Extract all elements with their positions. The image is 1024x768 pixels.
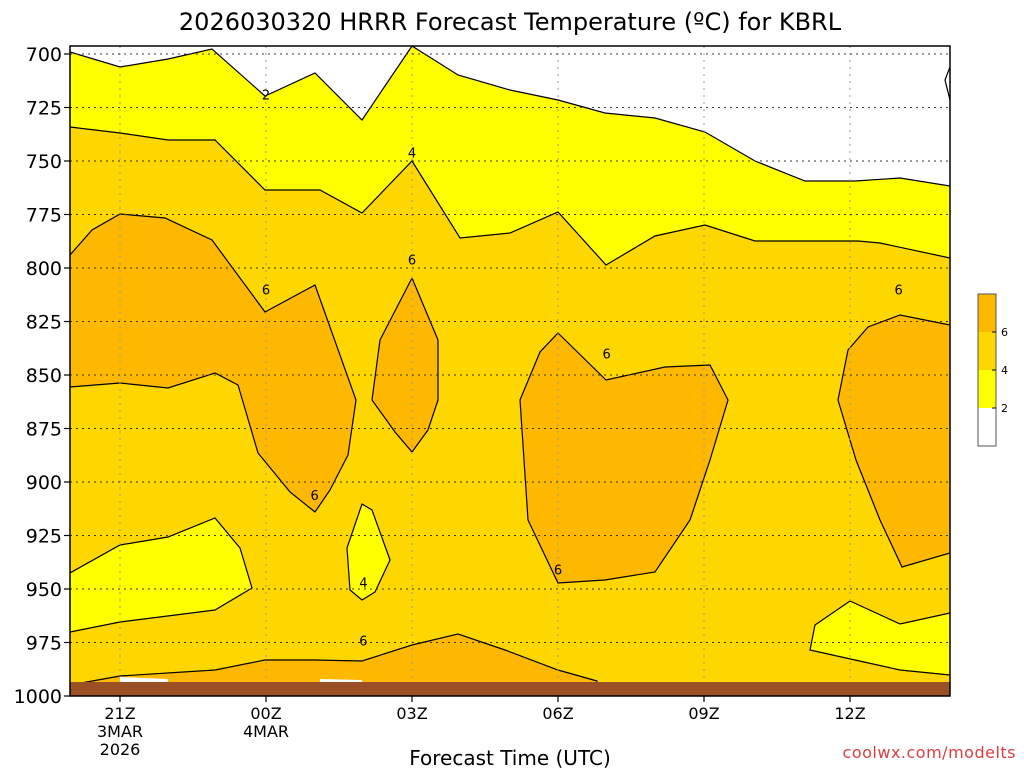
y-tick-label: 800	[26, 258, 62, 280]
cool-region-yellow-2	[70, 518, 252, 632]
y-tick-label: 950	[26, 579, 62, 601]
y-tick-label: 875	[26, 419, 62, 441]
warm-region-orange-5	[70, 634, 597, 696]
y-tick-label: 900	[26, 472, 62, 494]
legend-swatch	[978, 332, 996, 370]
y-tick-label: 750	[26, 151, 62, 173]
warm-region-orange-2	[372, 278, 438, 452]
y-tick-label: 700	[26, 44, 62, 66]
x-tick-label: 09Z	[688, 704, 719, 723]
x-tick-label: 06Z	[542, 704, 573, 723]
plot-frame	[69, 45, 951, 697]
x-tick-label: 12Z	[834, 704, 865, 723]
contour-label: 4	[408, 146, 416, 161]
contour-label: 6	[895, 283, 903, 298]
contour-line-6-left	[70, 213, 357, 513]
ground-surface	[70, 682, 950, 696]
x-tick-label: 21Z	[104, 704, 135, 723]
horizontal-gridlines	[70, 53, 950, 696]
x-tick-year-label: 2026	[100, 740, 141, 759]
contour-label: 6	[311, 489, 319, 504]
legend-swatch	[978, 370, 996, 408]
credit-link[interactable]: coolwx.com/modelts	[843, 743, 1016, 762]
color-legend: 2 4 6	[977, 293, 1008, 447]
contour-line-2	[70, 46, 950, 187]
contour-label: 6	[408, 253, 416, 268]
ground-snow-edge	[120, 677, 362, 682]
plot-area	[70, 46, 950, 696]
contour-label: 6	[359, 634, 367, 649]
x-axis-label: Forecast Time (UTC)	[409, 746, 611, 768]
warm-region-orange-4	[838, 315, 950, 567]
legend-label: 6	[1001, 326, 1008, 339]
y-tick-label: 1000	[14, 686, 62, 708]
x-tick-date-label: 3MAR	[97, 722, 143, 741]
contour-label: 6	[554, 564, 562, 579]
contour-line-6-bottom	[70, 633, 598, 687]
legend-label: 2	[1001, 402, 1008, 415]
contour-label: 6	[603, 348, 611, 363]
y-axis: 700 725 750 775 800 825 850 875 900 925 950 975 1000	[14, 44, 70, 708]
contour-line-4-upper	[70, 126, 950, 266]
contour-line-6-far	[837, 314, 950, 568]
y-tick-label: 725	[26, 98, 62, 120]
contour-line-4-left-low	[70, 517, 253, 633]
y-tick-label: 850	[26, 365, 62, 387]
warm-region-orange-3	[520, 333, 728, 583]
y-tick-label: 775	[26, 205, 62, 227]
cold-region-white	[70, 46, 950, 186]
warm-region-orange	[70, 214, 356, 512]
legend-swatch	[978, 408, 996, 446]
contour-label: 6	[262, 283, 270, 298]
cool-region-yellow-4	[810, 601, 950, 675]
contour-labels: 2 4 6 6 6 4 6 6 6 6	[262, 89, 903, 650]
contour-label: 4	[359, 577, 367, 592]
y-tick-label: 825	[26, 312, 62, 334]
contour-line-2-edge	[944, 66, 950, 101]
contour-line-4-small	[346, 503, 391, 601]
chart-title: 2026030320 HRRR Forecast Temperature (ºC…	[179, 8, 842, 36]
contour-line-6-right	[519, 332, 729, 584]
legend-label: 4	[1001, 364, 1008, 377]
legend-swatch	[978, 294, 996, 332]
y-tick-label: 975	[26, 633, 62, 655]
x-tick-label: 03Z	[396, 704, 427, 723]
contour-line-4-right-low	[809, 600, 950, 676]
cool-region-yellow-3	[347, 504, 390, 600]
x-tick-date-label: 4MAR	[243, 722, 289, 741]
contour-lines	[70, 46, 950, 687]
y-tick-label: 925	[26, 526, 62, 548]
x-tick-label: 00Z	[250, 704, 281, 723]
contour-label: 2	[262, 89, 270, 104]
